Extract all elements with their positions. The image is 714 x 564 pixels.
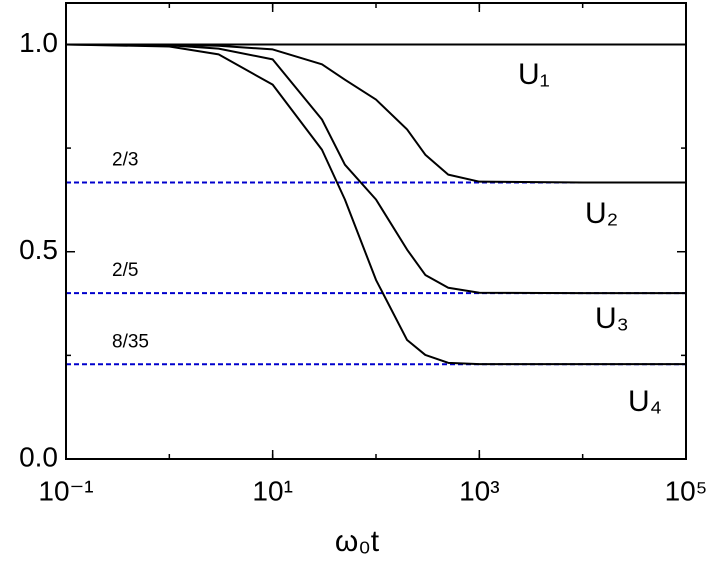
- series-label: U₄: [628, 385, 662, 418]
- x-tick-label: 10⁵: [665, 475, 708, 506]
- series-label: U₃: [595, 302, 629, 335]
- reference-label: 2/5: [112, 260, 138, 281]
- reference-label: 2/3: [112, 150, 138, 171]
- y-tick-label: 1.0: [19, 27, 58, 58]
- reference-label: 8/35: [112, 331, 149, 352]
- series-line: [65, 43, 686, 366]
- series-line: [65, 43, 686, 184]
- x-tick-label: 10³: [459, 475, 499, 506]
- x-tick-label: 10⁻¹: [38, 475, 93, 506]
- series-line: [65, 43, 686, 295]
- y-tick-label: 0.5: [19, 234, 58, 265]
- x-tick-label: 10¹: [252, 475, 292, 506]
- y-tick-label: 0.0: [19, 441, 58, 472]
- x-axis-label: ω₀t: [335, 525, 380, 558]
- plot-frame: [65, 2, 687, 460]
- series-label: U₂: [585, 197, 618, 230]
- series-label: U₁: [518, 58, 550, 91]
